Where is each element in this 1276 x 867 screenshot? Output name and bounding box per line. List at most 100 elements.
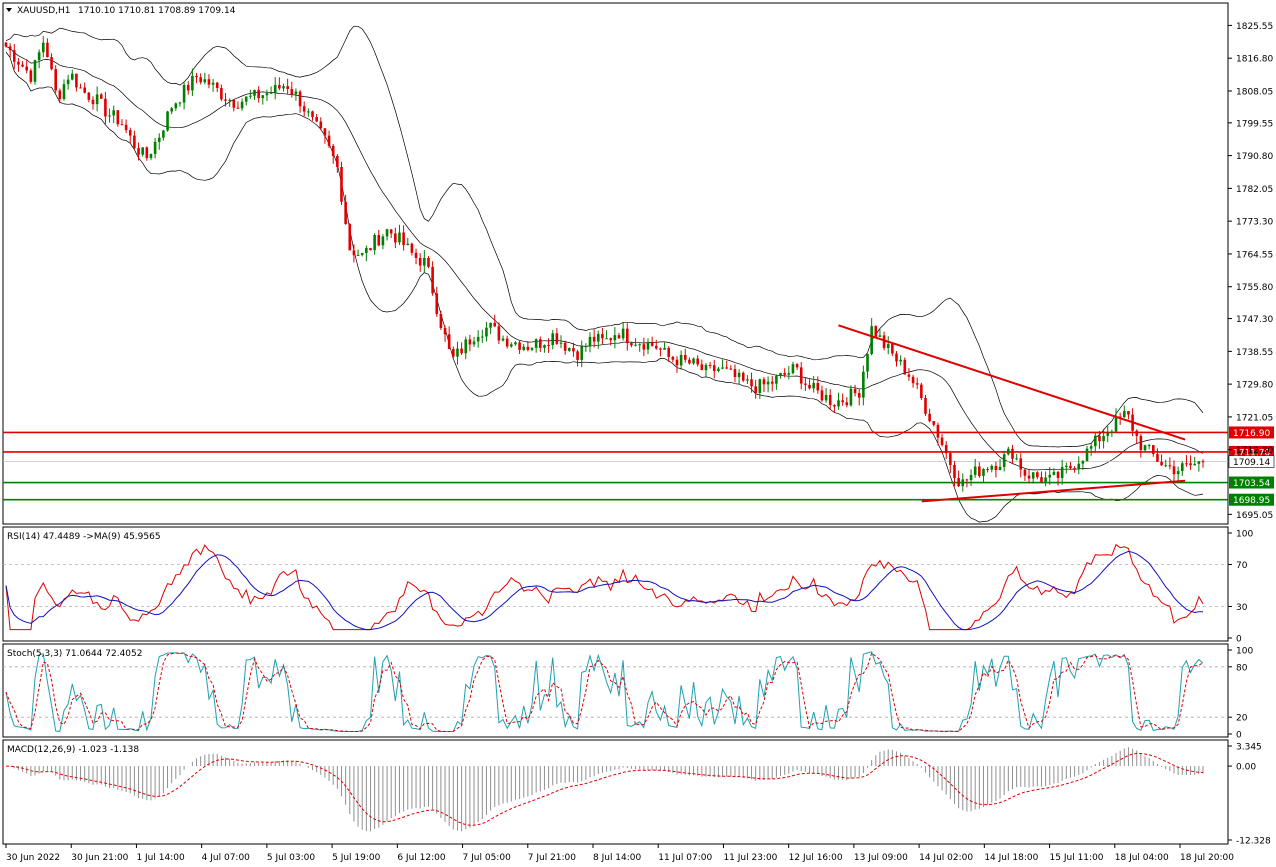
candle-body — [1123, 411, 1126, 418]
candle-body — [572, 348, 575, 352]
price-tick-label: 1790.80 — [1236, 152, 1273, 162]
candle-body — [849, 388, 853, 406]
stoch-lines: 100 80 20 0 — [3, 647, 1253, 741]
rsi-label: RSI(14) 47.4489 ->MA(9) 45.9565 — [7, 532, 161, 542]
candle-body — [953, 465, 956, 479]
candle-body — [423, 257, 426, 266]
candle-body — [692, 358, 695, 364]
trendline[interactable] — [838, 324, 1186, 441]
candle-body — [505, 338, 509, 347]
candle-body — [327, 135, 331, 146]
level-tag — [1229, 476, 1274, 489]
candle-body — [456, 348, 459, 357]
time-tick-label: 15 Jul 11:00 — [1050, 853, 1104, 863]
price-tick-label: 1747.30 — [1236, 315, 1273, 325]
trendlines[interactable] — [838, 324, 1186, 503]
candle-body — [493, 322, 497, 327]
candle-body — [1197, 461, 1201, 464]
time-tick-label: 30 Jun 21:00 — [71, 853, 128, 863]
candle-body — [340, 166, 343, 202]
candle-body — [576, 351, 579, 360]
candle-body — [1085, 448, 1089, 462]
collapse-triangle-icon[interactable] — [6, 8, 12, 12]
candle-body — [244, 96, 248, 102]
candle-body — [323, 128, 327, 136]
candle-body — [543, 345, 546, 348]
candle-body — [141, 147, 144, 155]
time-tick-label: 8 Jul 14:00 — [593, 853, 642, 863]
panel-tick-label: 3.345 — [1236, 743, 1262, 753]
time-tick-label: 18 Jul 04:00 — [1115, 853, 1169, 863]
candle-body — [220, 87, 223, 100]
candle-body — [8, 46, 12, 51]
bollinger-upper — [5, 25, 1204, 448]
candle-body — [414, 252, 418, 258]
ohlc-readout: 1710.10 1710.81 1708.89 1709.14 — [78, 6, 236, 16]
candle-body — [833, 405, 836, 407]
level-tag-text: 1703.54 — [1233, 479, 1270, 489]
candle-body — [1118, 416, 1122, 418]
candle-body — [766, 381, 770, 385]
candle-body — [120, 124, 124, 126]
price-tick-label: 1755.80 — [1236, 283, 1273, 293]
rsi-panel[interactable] — [2, 526, 1229, 642]
candle-body — [389, 229, 393, 234]
macd-panel[interactable] — [2, 739, 1229, 845]
candle-body — [116, 110, 120, 125]
bollinger-lower — [5, 51, 1204, 523]
time-tick-label: 11 Jul 23:00 — [723, 853, 777, 863]
candle-body — [278, 85, 281, 89]
candle-body — [369, 247, 372, 251]
candle-body — [157, 137, 161, 142]
candle-body — [1077, 463, 1081, 470]
candle-body — [853, 388, 857, 394]
candle-body — [1135, 430, 1139, 436]
candle-body — [746, 379, 749, 381]
candle-body — [750, 379, 753, 387]
time-tick-label: 7 Jul 21:00 — [528, 853, 577, 863]
candle-body — [62, 84, 66, 100]
trendline[interactable] — [921, 479, 1186, 503]
candle-body — [476, 336, 480, 342]
candle-body — [978, 466, 981, 476]
candle-body — [1027, 475, 1031, 479]
candle-body — [149, 153, 153, 159]
candle-body — [965, 479, 969, 481]
candle-body — [1094, 435, 1097, 447]
candle-body — [108, 115, 111, 117]
candle-body — [704, 364, 708, 371]
candle-body — [634, 344, 637, 346]
level-tag — [1229, 493, 1274, 506]
candle-body — [717, 368, 720, 372]
candle-body — [481, 336, 484, 338]
main-panel[interactable] — [2, 2, 1229, 525]
candle-body — [311, 111, 314, 118]
candle-body — [25, 66, 29, 71]
candle-body — [700, 364, 704, 371]
candle-body — [1189, 463, 1192, 466]
candle-body — [874, 326, 878, 337]
candle-body — [601, 333, 604, 339]
candle-body — [249, 95, 252, 97]
candle-body — [282, 86, 285, 89]
stoch-panel[interactable] — [2, 643, 1229, 738]
candle-body — [211, 82, 215, 85]
candle-body — [315, 117, 318, 122]
candle-body — [112, 110, 115, 116]
panel-tick-label: 20 — [1236, 714, 1248, 724]
candle-body — [1172, 466, 1176, 475]
time-tick-label: 11 Jul 07:00 — [658, 853, 712, 863]
candle-body — [1011, 448, 1014, 459]
candle-body — [514, 342, 517, 345]
candle-body — [1069, 465, 1072, 468]
candle-body — [377, 234, 381, 246]
candle-body — [667, 347, 670, 357]
candle-body — [754, 386, 757, 394]
horizontal-levels[interactable]: 1716.90 1711.70 1703.54 1698.95 1709.14 — [3, 426, 1275, 506]
candle-body — [286, 86, 289, 89]
price-tick-label: 1825.55 — [1236, 22, 1273, 32]
candle-body — [207, 79, 211, 85]
candle-body — [348, 224, 352, 251]
candle-body — [137, 148, 140, 155]
